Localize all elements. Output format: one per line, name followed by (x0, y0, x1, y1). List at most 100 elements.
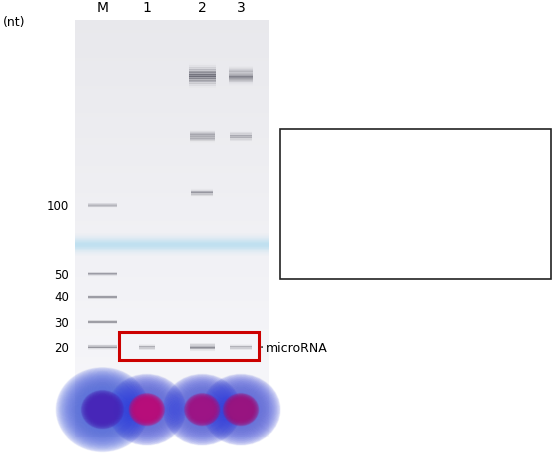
Ellipse shape (163, 374, 241, 445)
Ellipse shape (114, 380, 180, 440)
Ellipse shape (194, 403, 210, 417)
Ellipse shape (86, 395, 119, 425)
Ellipse shape (134, 398, 160, 422)
Ellipse shape (167, 378, 238, 442)
Ellipse shape (87, 395, 118, 424)
Text: 3: 3 (237, 1, 245, 15)
Ellipse shape (234, 404, 248, 415)
Ellipse shape (193, 401, 212, 418)
Ellipse shape (166, 376, 239, 443)
Ellipse shape (60, 371, 145, 449)
Ellipse shape (98, 405, 107, 415)
Ellipse shape (204, 376, 278, 443)
Ellipse shape (109, 375, 185, 445)
Ellipse shape (141, 404, 152, 415)
Ellipse shape (230, 400, 252, 420)
Ellipse shape (92, 400, 113, 419)
Ellipse shape (136, 400, 158, 420)
Text: M: M (96, 1, 109, 15)
Ellipse shape (203, 376, 279, 444)
Ellipse shape (187, 396, 218, 424)
Ellipse shape (62, 374, 143, 446)
Ellipse shape (164, 375, 240, 445)
Ellipse shape (132, 396, 162, 423)
Ellipse shape (206, 378, 276, 442)
Ellipse shape (57, 369, 148, 451)
Ellipse shape (232, 401, 250, 418)
Ellipse shape (196, 404, 209, 415)
Ellipse shape (89, 398, 116, 421)
Ellipse shape (223, 394, 259, 426)
Ellipse shape (208, 380, 274, 440)
Ellipse shape (110, 376, 183, 443)
Ellipse shape (187, 396, 217, 423)
Ellipse shape (207, 379, 275, 441)
Ellipse shape (226, 396, 256, 423)
Ellipse shape (143, 406, 150, 413)
Ellipse shape (191, 400, 213, 420)
Ellipse shape (83, 391, 122, 428)
Ellipse shape (89, 397, 116, 422)
Ellipse shape (237, 406, 245, 414)
Text: 20: 20 (54, 341, 69, 354)
Ellipse shape (112, 379, 181, 441)
Text: LaneM：  Marker: LaneM： Marker (292, 152, 381, 162)
Ellipse shape (56, 368, 149, 451)
Ellipse shape (137, 401, 156, 418)
Ellipse shape (197, 404, 208, 415)
Ellipse shape (169, 380, 235, 440)
Ellipse shape (142, 406, 151, 414)
Ellipse shape (60, 372, 145, 448)
Text: (nt): (nt) (3, 16, 25, 29)
Ellipse shape (139, 403, 155, 417)
Ellipse shape (236, 405, 246, 415)
Bar (75, 20, 269, 437)
Ellipse shape (198, 406, 207, 414)
Text: 40: 40 (54, 291, 69, 304)
Ellipse shape (224, 394, 258, 425)
Ellipse shape (90, 399, 115, 421)
Ellipse shape (199, 406, 206, 413)
Ellipse shape (91, 399, 114, 420)
Text: 50: 50 (54, 268, 69, 281)
Ellipse shape (189, 399, 215, 421)
Ellipse shape (188, 397, 216, 422)
Ellipse shape (130, 394, 164, 425)
Ellipse shape (228, 399, 254, 421)
Ellipse shape (140, 403, 154, 416)
Ellipse shape (230, 400, 252, 419)
Ellipse shape (168, 379, 237, 441)
Ellipse shape (184, 394, 220, 426)
Ellipse shape (111, 377, 183, 442)
Ellipse shape (228, 398, 254, 422)
Ellipse shape (109, 376, 184, 444)
Ellipse shape (235, 404, 247, 415)
Ellipse shape (205, 377, 277, 442)
Bar (119, 332, 259, 360)
Ellipse shape (131, 396, 162, 424)
Ellipse shape (185, 394, 219, 425)
Ellipse shape (113, 379, 181, 440)
Ellipse shape (166, 377, 238, 442)
Text: microRNA: microRNA (266, 341, 327, 354)
Ellipse shape (96, 404, 109, 416)
Ellipse shape (193, 402, 211, 418)
Ellipse shape (140, 404, 153, 415)
Ellipse shape (191, 399, 214, 420)
Ellipse shape (135, 399, 158, 420)
Ellipse shape (58, 369, 147, 450)
Ellipse shape (98, 406, 107, 414)
Ellipse shape (133, 397, 161, 422)
Text: 100: 100 (47, 199, 69, 212)
Ellipse shape (84, 393, 121, 426)
Text: 30: 30 (54, 316, 69, 329)
Ellipse shape (129, 394, 165, 426)
Ellipse shape (63, 374, 142, 445)
Ellipse shape (202, 374, 280, 445)
Ellipse shape (83, 392, 122, 427)
Ellipse shape (233, 403, 249, 417)
Ellipse shape (232, 402, 250, 418)
Text: 2: 2 (198, 1, 207, 15)
Ellipse shape (81, 391, 124, 429)
Ellipse shape (192, 400, 213, 419)
